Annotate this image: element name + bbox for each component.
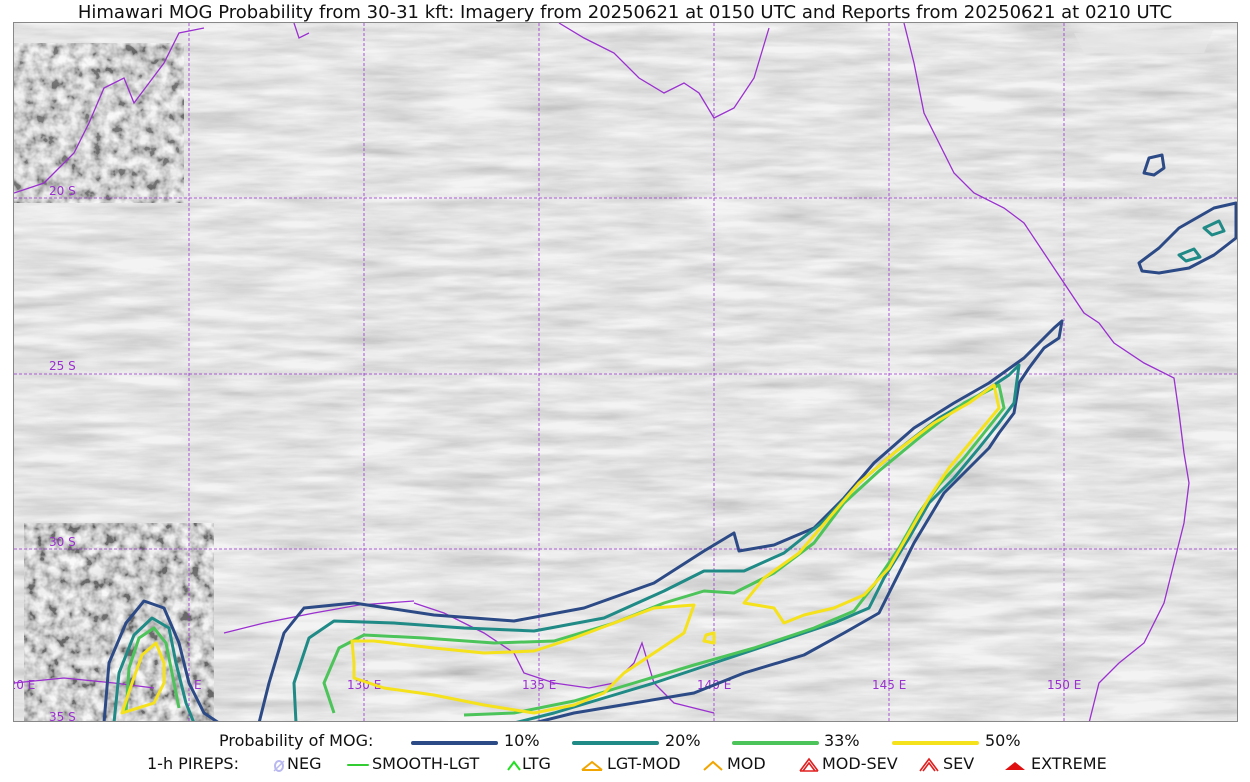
mog-contours [102, 153, 1237, 721]
lgt-mod-caret-icon [581, 760, 603, 771]
contour-20-ne-blob1 [1202, 219, 1226, 237]
lat-label-25s: 25 S [49, 359, 76, 373]
probability-legend-label: Probability of MOG: [219, 731, 374, 750]
pirep-label-mod: MOD [727, 754, 766, 773]
lat-label-30s: 30 S [49, 535, 76, 549]
contour-10-ne-blob [1137, 201, 1237, 275]
lon-label-145e: 145 E [872, 678, 906, 692]
neg-icon [273, 760, 285, 772]
mod-sev-caret-icon [799, 757, 819, 772]
pirep-label-ltg: LTG [522, 754, 551, 773]
contour-20-ne-blob2 [1177, 247, 1202, 263]
imagery-texture [14, 23, 1237, 721]
lon-label-120e: 120 E [14, 678, 35, 692]
sev-caret-icon [919, 757, 939, 772]
graticule [14, 23, 1237, 721]
legend-label-20: 20% [665, 731, 701, 750]
contour-50-main [350, 603, 696, 715]
legend-swatch-50 [892, 741, 979, 745]
contour-33-main [322, 383, 1006, 717]
smooth-lgt-line-icon [347, 764, 369, 766]
contour-10-sw [102, 599, 219, 721]
cloud-patches [14, 28, 1214, 721]
mod-caret-icon [703, 760, 723, 771]
lon-label-130e: 130 E [347, 678, 381, 692]
contour-20-sw [112, 616, 195, 721]
pirep-label-extreme: EXTREME [1031, 754, 1107, 773]
lat-label-20s: 20 S [49, 184, 76, 198]
contour-10-main [257, 319, 1064, 721]
legend-swatch-20 [572, 741, 659, 745]
pirep-label-neg: NEG [287, 754, 322, 773]
legend-label-50: 50% [985, 731, 1021, 750]
satellite-map[interactable]: 20 S 25 S 30 S 35 S 120 E E 130 E 135 E … [13, 22, 1238, 722]
lon-label-135e: 135 E [522, 678, 556, 692]
legend-swatch-10 [411, 741, 498, 745]
figure-title: Himawari MOG Probability from 30-31 kft:… [77, 2, 1173, 23]
extreme-caret-icon [1005, 762, 1025, 770]
lon-label-150e: 150 E [1047, 678, 1081, 692]
pirep-legend-label: 1-h PIREPS: [147, 754, 239, 773]
contour-33-sw [124, 626, 181, 714]
pirep-label-lgt-mod: LGT-MOD [607, 754, 681, 773]
legend-label-33: 33% [824, 731, 860, 750]
pirep-label-sev: SEV [943, 754, 975, 773]
pirep-label-smooth-lgt: SMOOTH-LGT [372, 754, 480, 773]
legend-label-10: 10% [504, 731, 540, 750]
lon-label-125e: E [194, 678, 202, 692]
contour-50-sw [120, 641, 166, 715]
pirep-label-mod-sev: MOD-SEV [822, 754, 898, 773]
contour-50-small [702, 631, 716, 645]
lat-label-35s: 35 S [49, 710, 76, 722]
contour-10-nw-blob [1142, 153, 1166, 177]
legend-swatch-33 [732, 741, 819, 745]
map-canvas: 20 S 25 S 30 S 35 S 120 E E 130 E 135 E … [14, 23, 1237, 722]
contour-50-east [742, 383, 1001, 625]
ltg-caret-icon [507, 760, 521, 771]
